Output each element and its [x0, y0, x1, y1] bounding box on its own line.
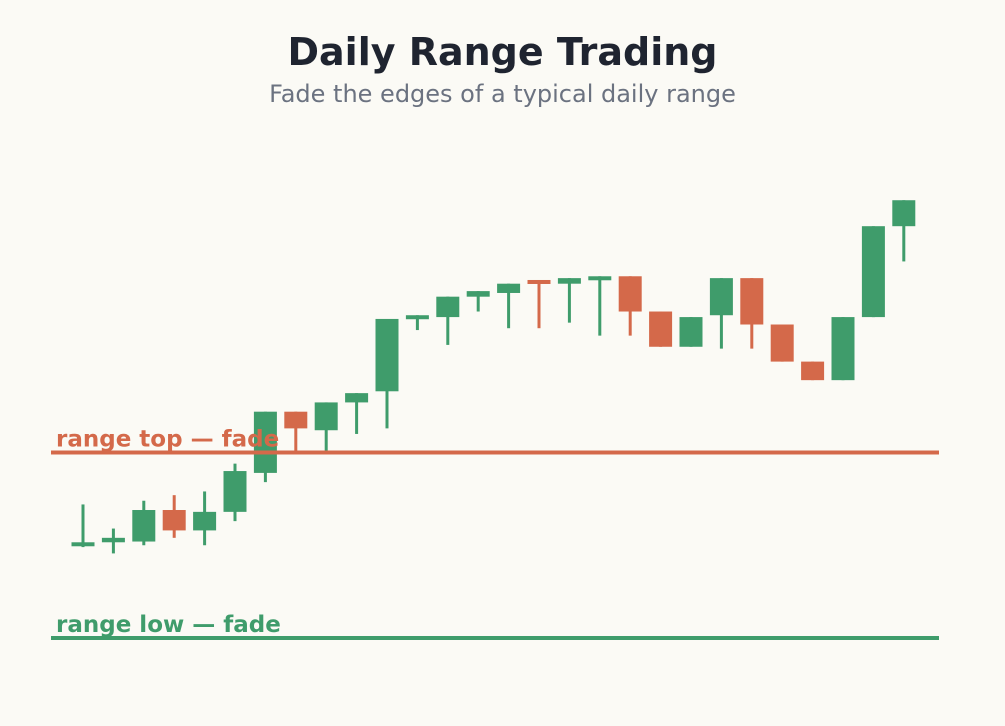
candle-body-up	[497, 283, 521, 293]
candle-body-up	[831, 317, 855, 381]
candle-body-up	[345, 393, 369, 403]
candle-body-up	[253, 411, 277, 473]
candle	[223, 463, 247, 522]
candle	[679, 317, 703, 347]
candle	[709, 278, 733, 349]
candle-body-up	[557, 278, 581, 284]
candle	[375, 318, 399, 429]
candle-body-up	[405, 315, 429, 320]
candle	[466, 291, 490, 312]
candle	[740, 278, 764, 349]
candle-body-up	[466, 291, 490, 297]
candle-body-up	[679, 317, 703, 347]
candle-body-down	[162, 510, 186, 531]
candle-body-down	[618, 276, 642, 312]
candle	[101, 528, 125, 554]
candle	[132, 500, 156, 546]
candle	[284, 411, 308, 453]
candle	[162, 495, 186, 538]
candle	[314, 402, 338, 451]
candle	[405, 315, 429, 331]
candle-body-up	[375, 318, 399, 392]
candle	[193, 491, 217, 546]
candle-body-up	[132, 510, 156, 542]
candle	[861, 226, 885, 318]
candle	[527, 279, 551, 329]
candle-body-up	[588, 276, 612, 281]
candle	[71, 504, 95, 548]
candle-body-down	[649, 311, 673, 347]
candle-body-up	[709, 278, 733, 316]
range-top-label: range top — fade	[56, 427, 279, 453]
candle	[436, 296, 460, 345]
range-low-label: range low — fade	[56, 612, 281, 638]
candle-body-down	[770, 324, 794, 362]
candle	[253, 411, 277, 483]
candle	[770, 324, 794, 362]
candle-body-up	[101, 537, 125, 543]
candle-body-up	[861, 226, 885, 318]
candle	[618, 276, 642, 336]
candle	[801, 361, 825, 381]
candle-body-down	[284, 411, 308, 429]
chart-title: Daily Range Trading	[287, 30, 718, 74]
candle-body-down	[801, 361, 825, 381]
candle-body-up	[892, 200, 916, 227]
candle	[831, 317, 855, 381]
candle	[588, 276, 612, 336]
candle	[892, 200, 916, 262]
candle	[557, 278, 581, 323]
candle-body-down	[740, 278, 764, 325]
candle	[497, 283, 521, 329]
candles-layer	[71, 200, 916, 554]
chart-subtitle: Fade the edges of a typical daily range	[269, 80, 736, 108]
candle-body-up	[436, 296, 460, 318]
candle-body-down	[527, 279, 551, 284]
candle	[345, 393, 369, 434]
candle-body-up	[223, 471, 247, 512]
candle-body-up	[193, 511, 217, 531]
candle	[649, 311, 673, 347]
candle-body-up	[314, 402, 338, 431]
candle-body-up	[71, 542, 95, 547]
